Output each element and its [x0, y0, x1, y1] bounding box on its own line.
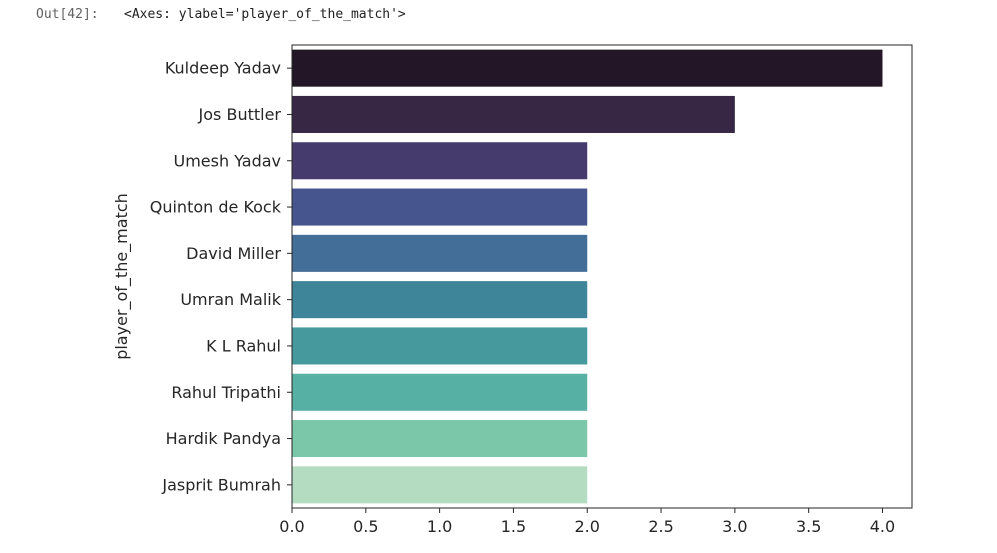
y-tick-label: Umesh Yadav	[173, 151, 281, 170]
bars-group	[292, 49, 883, 504]
x-tick-label: 0.5	[353, 517, 378, 536]
y-ticks-group: Kuldeep Yadav Jos Buttler Umesh Yadav Quint…	[150, 59, 292, 494]
y-tick-label: Umran Malik	[180, 290, 281, 309]
y-tick-label: Jos Buttler	[198, 105, 282, 124]
bar-8	[292, 420, 588, 458]
bar-2	[292, 142, 588, 180]
x-tick-label: 4.0	[870, 517, 895, 536]
x-tick-label: 2.0	[575, 517, 600, 536]
x-tick-label: 1.5	[501, 517, 526, 536]
x-tick-label: 1.0	[427, 517, 452, 536]
x-tick-label: 0.0	[279, 517, 304, 536]
bar-3	[292, 188, 588, 226]
y-tick-label: Quinton de Kock	[150, 198, 282, 217]
y-tick-label: Jasprit Bumrah	[161, 475, 281, 494]
x-ticks-group: 0.0 0.5 1.0 1.5 2.0 2.5 3.0 3.5 4.0	[279, 508, 895, 536]
bar-4	[292, 234, 588, 272]
bar-7	[292, 373, 588, 411]
x-tick-label: 3.5	[796, 517, 821, 536]
output-prompt: Out[42]:	[36, 7, 99, 22]
y-tick-label: Rahul Tripathi	[171, 383, 281, 402]
y-tick-label: Kuldeep Yadav	[165, 59, 281, 78]
x-tick-label: 3.0	[722, 517, 747, 536]
bar-5	[292, 281, 588, 319]
axes-frame	[291, 44, 913, 509]
bar-9	[292, 466, 588, 504]
bar-1	[292, 95, 735, 133]
y-axis-label: player_of_the_match	[112, 193, 132, 360]
bar-0	[292, 49, 883, 87]
x-tick-label: 2.5	[648, 517, 673, 536]
y-tick-label: Hardik Pandya	[166, 429, 281, 448]
output-text: <Axes: ylabel='player_of_the_match'>	[124, 7, 406, 22]
y-tick-label: David Miller	[186, 244, 281, 263]
bar-6	[292, 327, 588, 365]
y-tick-label: K L Rahul	[206, 336, 281, 355]
